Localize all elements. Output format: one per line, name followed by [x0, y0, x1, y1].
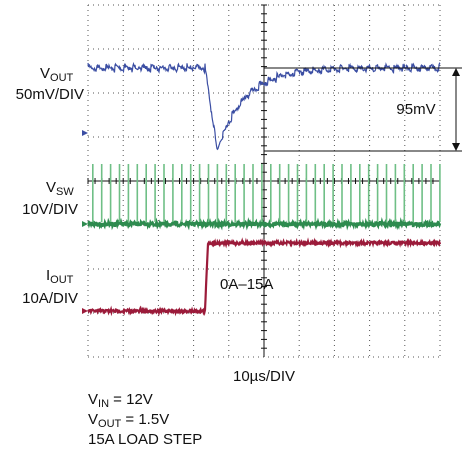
- label-sub: SW: [56, 186, 74, 198]
- vsw-pulse: [100, 164, 103, 222]
- vsw-pulse: [225, 164, 228, 222]
- vsw-pulse: [243, 164, 245, 222]
- condition: VOUT = 1.5V: [88, 411, 169, 430]
- cond-sub: IN: [98, 398, 109, 410]
- vsw-pulse: [118, 164, 121, 222]
- vsw-pulse: [154, 164, 156, 222]
- vsw-pulse: [439, 164, 441, 222]
- vsw-pulse: [305, 164, 308, 222]
- cond-sub: OUT: [98, 418, 122, 430]
- vsw-pulse: [376, 164, 379, 222]
- trace-scale: 10V/DIV: [22, 201, 78, 218]
- vsw-pulse: [287, 164, 290, 222]
- vsw-pulse: [296, 164, 299, 222]
- vsw-pulse: [421, 164, 423, 222]
- trace-label: VOUT: [40, 65, 74, 84]
- vsw-pulse: [359, 164, 361, 222]
- condition: 15A LOAD STEP: [88, 431, 202, 448]
- vsw-pulse: [278, 164, 281, 222]
- vsw-pulse: [172, 164, 174, 222]
- vsw-pulse: [341, 164, 343, 222]
- vsw-pulse: [367, 164, 370, 222]
- vsw-pulse: [332, 164, 334, 222]
- label-main: V: [40, 65, 50, 82]
- vsw-pulse: [181, 164, 183, 222]
- vsw-pulse: [270, 164, 272, 222]
- ground-marker: [82, 130, 88, 136]
- label-sub: OUT: [50, 72, 74, 84]
- vsw-pulse: [394, 164, 397, 222]
- timebase-label: 10µs/DIV: [233, 368, 295, 385]
- vsw-pulse: [430, 164, 432, 222]
- vsw-pulse: [216, 164, 219, 222]
- iout-trace: [87, 237, 442, 317]
- label-sub: OUT: [50, 274, 74, 286]
- arrow-head: [452, 143, 460, 151]
- label-main: I: [46, 267, 50, 284]
- label-main: V: [46, 179, 56, 196]
- vsw-pulse: [109, 164, 112, 222]
- vsw-pulse: [314, 164, 317, 222]
- vsw-pulse: [163, 164, 165, 222]
- cond-main: V: [88, 391, 98, 408]
- vout-trace: [87, 61, 441, 151]
- vsw-pulse: [145, 164, 147, 222]
- trace-label: IOUT: [46, 267, 74, 286]
- vsw-pulse: [412, 164, 414, 222]
- cond-main: 15A LOAD STEP: [88, 431, 202, 448]
- ground-marker: [82, 308, 88, 314]
- delta-label: 95mV: [396, 101, 435, 118]
- vsw-pulse: [127, 164, 130, 222]
- vsw-trace: [87, 217, 442, 231]
- trace-label: VSW: [46, 179, 74, 198]
- vsw-pulse: [207, 164, 210, 222]
- vsw-pulse: [252, 164, 254, 222]
- waveforms: [87, 61, 442, 317]
- vsw-pulse: [92, 164, 94, 222]
- vsw-pulse: [385, 164, 388, 222]
- vsw-pulse: [198, 164, 201, 222]
- trace-scale: 10A/DIV: [22, 290, 78, 307]
- trace-scale: 50mV/DIV: [16, 86, 84, 103]
- vsw-pulse: [323, 164, 325, 222]
- vsw-pulse: [189, 164, 192, 222]
- arrow-head: [452, 68, 460, 76]
- vsw-pulse: [261, 164, 263, 222]
- cond-rest: = 12V: [109, 391, 153, 408]
- vsw-pulse: [403, 164, 406, 222]
- ground-marker: [82, 221, 88, 227]
- vsw-pulse: [136, 164, 139, 222]
- vsw-pulse: [350, 164, 352, 222]
- load-range-label: 0A–15A: [220, 276, 273, 293]
- condition: VIN = 12V: [88, 391, 153, 410]
- cond-main: V: [88, 411, 98, 428]
- vsw-pulse: [234, 164, 236, 222]
- cond-rest: = 1.5V: [121, 411, 169, 428]
